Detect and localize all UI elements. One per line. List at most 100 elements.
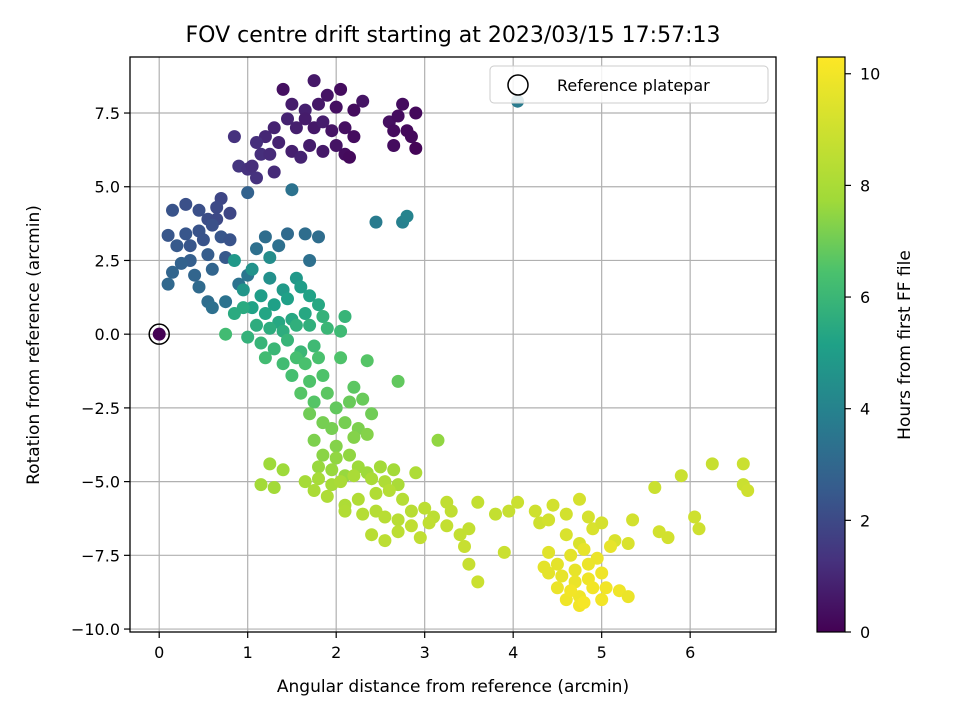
data-point (298, 475, 312, 489)
data-point (546, 498, 560, 512)
data-point (281, 292, 294, 306)
data-point (741, 484, 755, 497)
data-point (294, 386, 308, 400)
data-point (307, 433, 321, 447)
data-point (343, 395, 356, 409)
data-point (343, 448, 356, 462)
y-tick-label: 7.5 (95, 104, 120, 123)
data-point (595, 566, 609, 580)
data-point (373, 460, 387, 474)
data-point (343, 150, 356, 164)
data-point (307, 395, 321, 409)
data-point (559, 507, 573, 521)
data-point (294, 280, 308, 294)
data-point (568, 563, 582, 577)
data-point (205, 301, 219, 315)
y-tick-label: 0.0 (95, 325, 120, 344)
data-point (338, 310, 352, 323)
data-point (192, 280, 206, 294)
data-point (621, 537, 635, 550)
data-point (413, 531, 427, 545)
data-points (161, 74, 755, 612)
data-point (241, 186, 255, 200)
data-point (688, 510, 702, 524)
data-point (404, 519, 418, 533)
data-point (267, 481, 281, 494)
data-point (369, 486, 383, 500)
data-point (205, 262, 219, 276)
data-point (281, 227, 294, 241)
data-point (404, 130, 418, 144)
data-point (458, 540, 471, 553)
data-point (391, 374, 405, 388)
data-point (537, 560, 551, 574)
data-point (263, 251, 277, 264)
data-point (360, 354, 374, 368)
data-point (272, 136, 286, 149)
data-point (387, 463, 401, 477)
data-point (347, 430, 361, 444)
data-point (236, 301, 250, 315)
data-point (329, 100, 343, 114)
data-point (276, 357, 290, 371)
data-point (599, 581, 613, 595)
data-point (320, 88, 334, 102)
data-point (369, 215, 383, 229)
data-point (183, 239, 197, 253)
data-point (263, 271, 277, 285)
data-point (573, 492, 586, 506)
data-point (254, 336, 268, 350)
data-point (276, 463, 290, 477)
data-point (267, 298, 281, 312)
data-point (378, 510, 392, 524)
data-point (497, 545, 511, 559)
data-point (227, 254, 241, 267)
data-point (590, 551, 604, 565)
plot-frame (129, 56, 777, 633)
data-point (250, 242, 263, 256)
data-point (263, 147, 277, 161)
data-point (705, 457, 719, 471)
data-point (303, 374, 317, 388)
reference-point-fill (152, 327, 166, 341)
x-axis-ticks: 0 1 2 3 4 5 6 (154, 632, 695, 662)
data-point (258, 351, 272, 365)
data-point (334, 324, 348, 338)
data-point (356, 507, 370, 521)
data-point (285, 97, 299, 111)
data-point (312, 460, 325, 474)
colorbar-gradient (816, 56, 846, 633)
data-point (223, 233, 237, 247)
data-point (325, 422, 339, 435)
data-point (192, 203, 206, 217)
data-point (210, 200, 224, 214)
legend-marker (507, 74, 529, 96)
colorbar-ticks: 0 2 4 6 8 10 (845, 65, 880, 642)
data-point (356, 392, 370, 406)
data-point (250, 318, 263, 332)
data-point (170, 239, 184, 253)
data-point (307, 74, 321, 88)
data-point (462, 522, 476, 536)
colorbar-tick-label: 4 (860, 400, 870, 419)
data-point (227, 130, 241, 144)
data-point (471, 575, 485, 589)
data-point (303, 254, 317, 267)
data-point (161, 228, 175, 242)
data-point (245, 262, 259, 276)
colorbar-tick-label: 0 (860, 623, 870, 642)
data-point (347, 130, 361, 144)
data-point (316, 310, 330, 323)
data-point (267, 165, 281, 179)
data-point (422, 516, 436, 530)
data-point (431, 433, 445, 447)
data-point (338, 416, 352, 430)
colorbar-label: Hours from first FF file (895, 250, 915, 440)
data-point (378, 534, 392, 548)
data-point (347, 103, 361, 117)
reference-point-ring (148, 323, 170, 345)
data-point (550, 581, 564, 595)
data-point (250, 136, 263, 149)
data-point (281, 333, 294, 347)
data-point (312, 472, 325, 486)
